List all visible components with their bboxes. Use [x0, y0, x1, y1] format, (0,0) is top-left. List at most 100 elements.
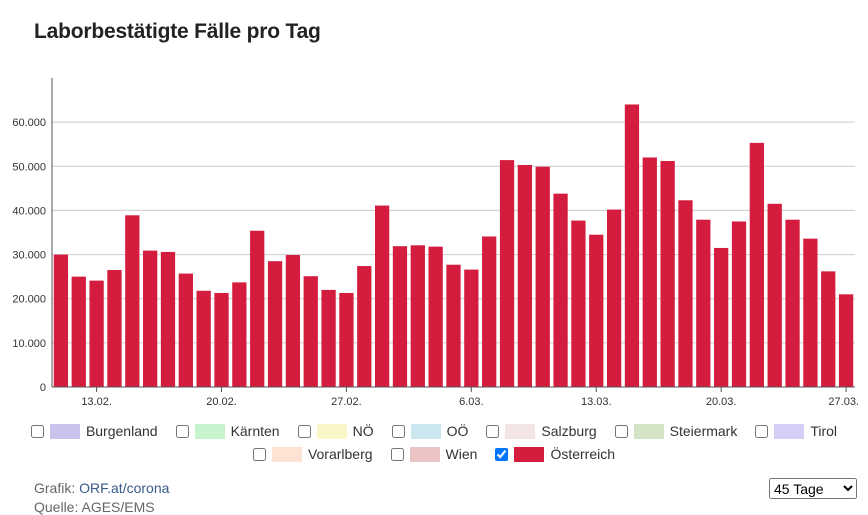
legend-swatch: [774, 423, 805, 439]
legend-label: Vorarlberg: [307, 446, 373, 462]
bar[interactable]: [767, 203, 782, 387]
x-tick-label: 20.03.: [706, 396, 737, 408]
bar[interactable]: [678, 200, 693, 387]
bar[interactable]: [731, 221, 747, 387]
x-tick-label: 27.02.: [331, 396, 362, 408]
bar[interactable]: [785, 219, 800, 387]
footer-grafik-prefix: Grafik:: [34, 480, 80, 496]
bar[interactable]: [749, 142, 764, 387]
bar[interactable]: [803, 238, 818, 387]
bar[interactable]: [178, 273, 193, 387]
legend-checkbox[interactable]: [486, 424, 500, 438]
y-tick-label: 20.000: [12, 294, 46, 306]
bar[interactable]: [428, 246, 443, 387]
legend-label: Steiermark: [669, 423, 738, 439]
legend-checkbox[interactable]: [614, 424, 628, 438]
bar[interactable]: [589, 234, 604, 387]
bar[interactable]: [53, 254, 69, 387]
bar[interactable]: [553, 193, 568, 387]
legend-swatch: [505, 423, 536, 439]
x-tick-label: 13.02.: [81, 396, 112, 408]
bar[interactable]: [267, 261, 283, 387]
bar[interactable]: [446, 264, 461, 387]
bar[interactable]: [517, 164, 533, 387]
x-tick-label: 27.03.: [828, 396, 859, 408]
grafik-link[interactable]: ORF.at/corona: [79, 480, 170, 496]
bar[interactable]: [339, 292, 354, 387]
bar[interactable]: [696, 219, 711, 387]
legend-swatch: [633, 423, 664, 439]
legend-checkbox[interactable]: [175, 424, 189, 438]
legend-checkbox[interactable]: [30, 424, 44, 438]
legend-label: Kärnten: [230, 423, 280, 439]
bar[interactable]: [535, 166, 550, 387]
bar[interactable]: [499, 160, 515, 387]
bar[interactable]: [838, 294, 854, 387]
bar[interactable]: [464, 269, 479, 387]
chart-title: Laborbestätigte Fälle pro Tag: [34, 20, 321, 43]
y-tick-label: 30.000: [12, 250, 46, 262]
legend-label: NÖ: [352, 423, 374, 439]
bar[interactable]: [357, 266, 372, 387]
legend-checkbox[interactable]: [391, 424, 405, 438]
bar[interactable]: [303, 276, 318, 387]
bar[interactable]: [71, 276, 86, 387]
bar[interactable]: [482, 236, 497, 387]
legend-label: Österreich: [550, 446, 616, 462]
legend-item[interactable]: Burgenland: [30, 423, 158, 439]
legend-label: Wien: [445, 446, 478, 462]
bar[interactable]: [714, 247, 729, 387]
bar[interactable]: [624, 104, 640, 387]
legend-item[interactable]: Vorarlberg: [252, 446, 373, 462]
bar[interactable]: [285, 255, 301, 387]
legend-checkbox[interactable]: [390, 447, 404, 461]
legend-item[interactable]: Kärnten: [175, 423, 280, 439]
x-tick-label: 13.03.: [581, 396, 612, 408]
bar[interactable]: [374, 205, 390, 387]
legend-swatch: [49, 423, 80, 439]
bar[interactable]: [606, 209, 622, 387]
y-tick-label: 50.000: [12, 161, 46, 173]
x-axis-ticks: 13.02. 20.02. 27.02. 6.03. 13.03. 20.03. 27.03…: [81, 387, 859, 408]
y-tick-label: 0: [40, 382, 46, 394]
bar[interactable]: [821, 271, 836, 387]
legend-item[interactable]: Österreich: [495, 446, 615, 462]
bar[interactable]: [143, 250, 158, 387]
bar[interactable]: [232, 282, 247, 387]
legend-item[interactable]: Salzburg: [486, 423, 597, 439]
legend-swatch: [316, 423, 347, 439]
legend-checkbox[interactable]: [495, 447, 509, 461]
legend-swatch: [194, 423, 225, 439]
y-tick-label: 10.000: [12, 338, 46, 350]
y-tick-label: 60.000: [12, 117, 46, 129]
bar[interactable]: [410, 245, 425, 387]
legend-row-1: Burgenland Kärnten NÖ OÖ Salzburg Steiermark T…: [0, 423, 868, 439]
bar[interactable]: [125, 215, 140, 387]
bar[interactable]: [660, 160, 675, 387]
legend-label: Tirol: [810, 423, 838, 439]
bar[interactable]: [196, 290, 211, 387]
bar[interactable]: [571, 220, 586, 387]
legend-label: OÖ: [446, 423, 469, 439]
bar[interactable]: [250, 230, 265, 387]
legend-checkbox[interactable]: [297, 424, 311, 438]
range-select[interactable]: 45 Tage: [769, 478, 857, 499]
bar[interactable]: [160, 251, 176, 387]
bars: [53, 104, 854, 387]
footer-quelle: Quelle: AGES/EMS: [34, 499, 155, 515]
legend-item[interactable]: Steiermark: [614, 423, 738, 439]
bar[interactable]: [214, 292, 229, 387]
bar[interactable]: [321, 289, 336, 387]
legend-item[interactable]: OÖ: [391, 423, 469, 439]
legend-swatch: [271, 446, 302, 462]
bar[interactable]: [642, 157, 657, 387]
bar[interactable]: [392, 246, 408, 387]
legend-item[interactable]: NÖ: [297, 423, 374, 439]
x-tick-label: 6.03.: [459, 396, 483, 408]
bar[interactable]: [107, 270, 122, 387]
legend-checkbox[interactable]: [252, 447, 266, 461]
legend-item[interactable]: Wien: [390, 446, 478, 462]
bar[interactable]: [89, 280, 104, 387]
legend-item[interactable]: Tirol: [755, 423, 837, 439]
legend-checkbox[interactable]: [755, 424, 769, 438]
